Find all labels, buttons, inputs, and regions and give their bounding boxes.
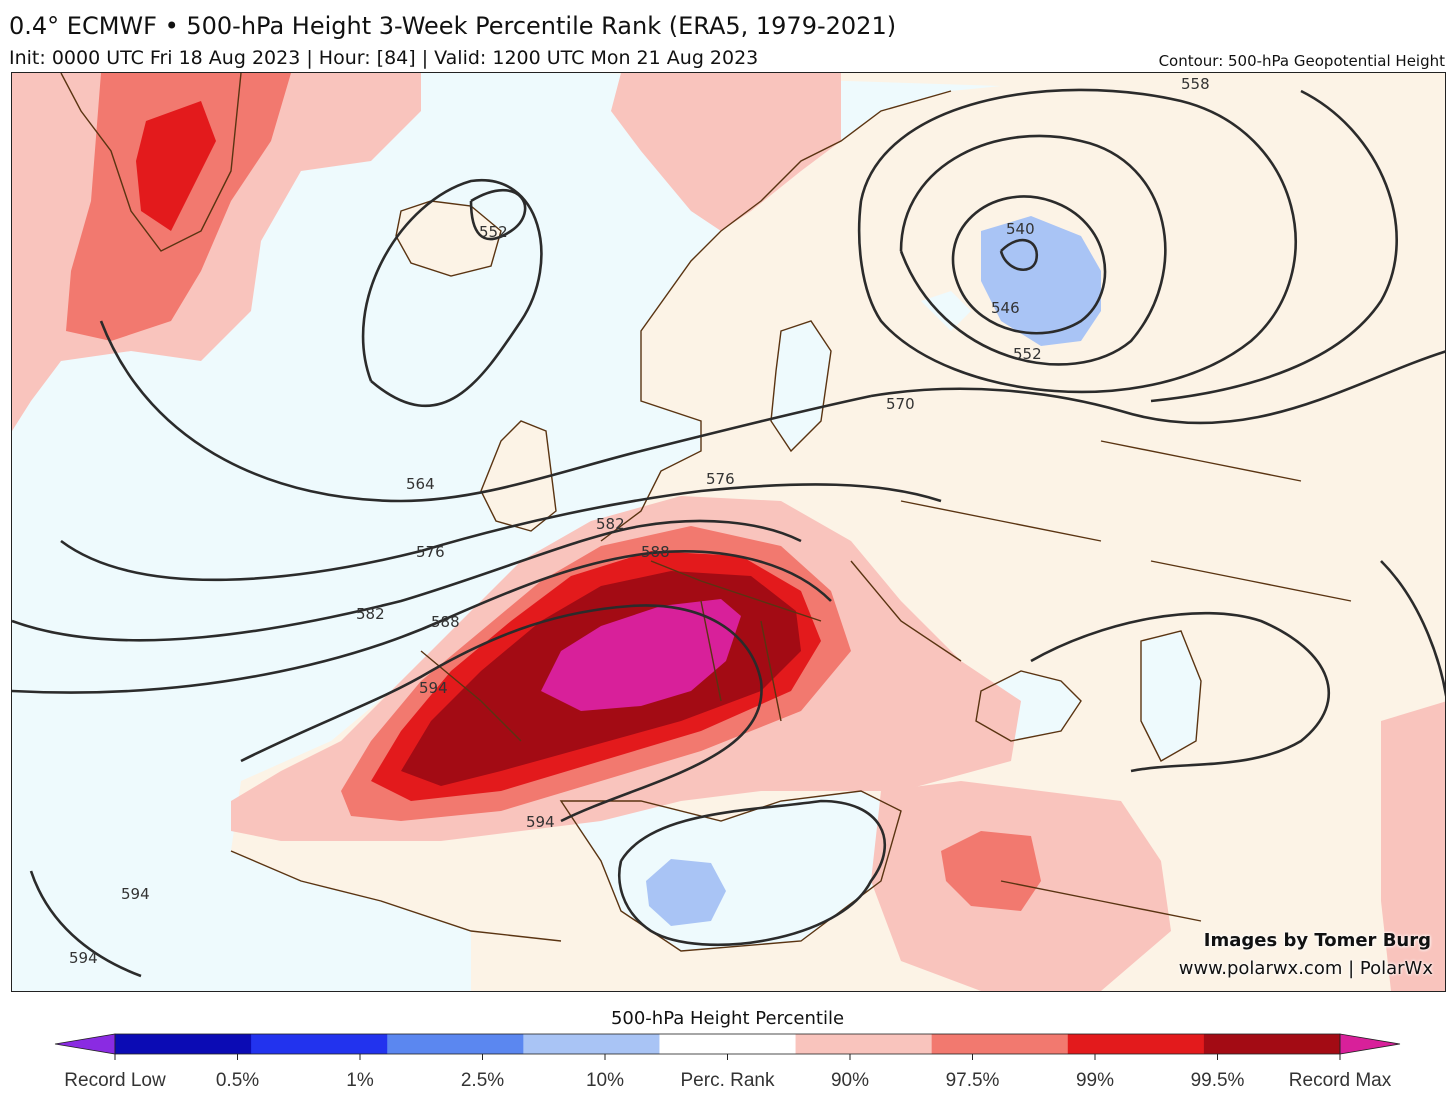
colorbar-label: 97.5%	[945, 1070, 1000, 1091]
rank90-scandinavia	[611, 73, 841, 231]
colorbar-label: Record Max	[1288, 1070, 1392, 1091]
contour-558-russia	[857, 88, 1297, 394]
water-mediterranean	[561, 791, 901, 951]
colorbar-labels: Record Low 0.5% 1% 2.5% 10% Perc. Rank 90% 97.5…	[0, 1070, 1455, 1100]
water-baltic	[771, 321, 831, 451]
contour-label: 576	[416, 543, 445, 561]
colorbar-label: Record Low	[64, 1070, 166, 1091]
contour-label: 582	[356, 605, 385, 623]
map-subtitle: Init: 0000 UTC Fri 18 Aug 2023 | Hour: […	[9, 47, 759, 69]
contour-outer-russia	[1150, 89, 1398, 403]
contour-label: 582	[596, 515, 625, 533]
credit-author: Images by Tomer Burg	[1203, 930, 1431, 951]
contour-label: 558	[1181, 75, 1210, 93]
contour-570	[870, 350, 1445, 425]
colorbar-label: 0.5%	[215, 1070, 260, 1091]
colorbar-label: 90%	[830, 1070, 870, 1091]
colorbar-segment	[115, 1034, 252, 1054]
rank10-mediterranean	[646, 859, 726, 926]
colorbar-label: 2.5%	[460, 1070, 505, 1091]
colorbar-label: 1%	[346, 1070, 374, 1091]
contour-582	[12, 519, 802, 642]
colorbar-label: 10%	[585, 1070, 625, 1091]
contour-label: 564	[406, 475, 435, 493]
percentile-shading	[12, 73, 1445, 991]
colorbar-segments	[54, 1033, 1401, 1060]
contour-label: 540	[1006, 220, 1035, 238]
contour-far-east	[1380, 560, 1445, 698]
height-contours	[12, 88, 1445, 978]
contour-label: 546	[991, 299, 1020, 317]
contour-label: 594	[526, 813, 555, 831]
colorbar-segment-high	[1339, 1033, 1401, 1055]
map-canvas: 552 540 546 552 558 570 564 576 576 582 …	[12, 73, 1445, 991]
rank10-russia	[981, 216, 1101, 346]
colorbar-title: 500-hPa Height Percentile	[610, 1008, 845, 1029]
contour-label: 594	[121, 885, 150, 903]
contour-label: 594	[419, 679, 448, 697]
coastlines	[60, 73, 1352, 952]
record-max-europe	[541, 599, 741, 711]
contour-label: 576	[706, 470, 735, 488]
contour-594-atlantic	[29, 870, 142, 978]
colorbar-label: 99.5%	[1190, 1070, 1245, 1091]
colorbar-segment	[659, 1034, 797, 1054]
contour-552-atlantic	[469, 188, 527, 241]
contour-594-europe	[240, 604, 763, 823]
colorbar-segment	[523, 1034, 660, 1054]
contour-label: 552	[1013, 345, 1042, 363]
rank975-middle-east	[941, 831, 1041, 911]
land-iceland	[396, 201, 501, 276]
contour-label: 570	[886, 395, 915, 413]
contour-546	[951, 195, 1107, 335]
contour-label: 594	[69, 949, 98, 967]
colorbar-segment	[795, 1034, 933, 1054]
colorbar-label: 99%	[1075, 1070, 1115, 1091]
water-layer	[561, 291, 1201, 951]
contour-540	[999, 238, 1039, 271]
rank90-east	[1381, 701, 1445, 991]
contour-label: 588	[641, 543, 670, 561]
contour-564	[99, 320, 872, 503]
contour-east	[1030, 611, 1330, 773]
water-white-sea	[921, 291, 971, 331]
contour-note: Contour: 500-hPa Geopotential Height	[1158, 52, 1445, 70]
rank99-greenland	[136, 101, 216, 231]
credit-website: www.polarwx.com | PolarWx	[1178, 958, 1433, 979]
water-caspian	[1141, 631, 1201, 761]
contour-med-low	[618, 799, 887, 947]
map-title: 0.4° ECMWF • 500-hPa Height 3-Week Perce…	[9, 12, 897, 40]
colorbar-segment-low	[54, 1033, 116, 1055]
contour-576	[60, 483, 942, 582]
land-uk	[481, 421, 556, 531]
colorbar	[54, 1033, 1401, 1060]
map-panel: 552 540 546 552 558 570 564 576 576 582 …	[11, 72, 1446, 992]
colorbar-segment	[1067, 1034, 1205, 1054]
colorbar-label: Perc. Rank	[680, 1070, 775, 1091]
colorbar-segment	[931, 1034, 1069, 1054]
contour-558-atlantic	[361, 178, 543, 408]
contour-552-russia	[899, 134, 1167, 366]
contour-588	[12, 550, 832, 694]
contour-label: 552	[479, 223, 508, 241]
colorbar-segment	[1203, 1034, 1341, 1054]
colorbar-segment	[387, 1034, 524, 1054]
contour-label-layer: 552 540 546 552 558 570 564 576 576 582 …	[69, 75, 1210, 967]
colorbar-segment	[251, 1034, 388, 1054]
contour-label: 588	[431, 613, 460, 631]
